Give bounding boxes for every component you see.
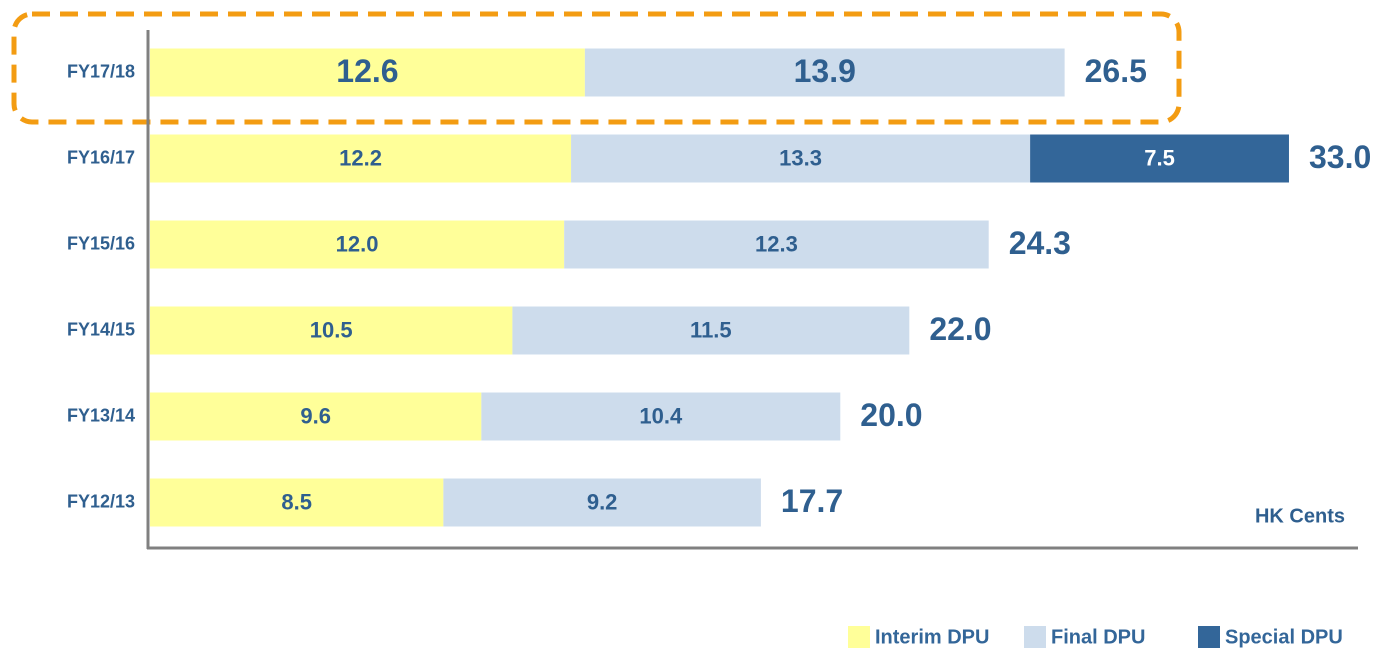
bar-segment	[150, 392, 482, 441]
category-label: FY14/15	[67, 319, 135, 339]
legend-swatch	[1198, 626, 1220, 648]
bar-segment	[150, 134, 572, 183]
category-label: FY13/14	[67, 405, 135, 425]
category-label: FY16/17	[67, 147, 135, 167]
total-label: 26.5	[1085, 53, 1147, 89]
segment-label: 12.2	[339, 145, 382, 170]
segment-label: 9.2	[587, 489, 618, 514]
segment-label: 11.5	[690, 317, 732, 342]
total-label: 17.7	[781, 483, 843, 519]
segment-label: 12.0	[336, 231, 379, 256]
segment-label: 9.6	[300, 403, 331, 428]
segment-label: 12.3	[755, 231, 798, 256]
bar-segment	[584, 48, 1065, 97]
segment-label: 8.5	[281, 489, 312, 514]
bar-segment	[1030, 134, 1289, 183]
category-label: FY17/18	[67, 61, 135, 81]
legend-label: Interim DPU	[875, 626, 989, 648]
highlight-box	[11, 11, 1182, 125]
segment-label: 13.9	[794, 53, 856, 89]
total-label: 33.0	[1309, 139, 1371, 175]
category-label: FY12/13	[67, 491, 135, 511]
total-label: 24.3	[1009, 225, 1071, 261]
legend-swatch	[848, 626, 870, 648]
total-label: 22.0	[929, 311, 991, 347]
segment-label: 10.4	[639, 403, 683, 428]
segment-label: 12.6	[336, 53, 398, 89]
bar-segment	[481, 392, 841, 441]
total-label: 20.0	[860, 397, 922, 433]
legend-label: Final DPU	[1051, 626, 1145, 648]
legend-label: Special DPU	[1225, 626, 1343, 648]
unit-label: HK Cents	[1255, 505, 1345, 527]
bar-segment	[512, 306, 910, 355]
bar-segment	[564, 220, 989, 269]
segment-label: 10.5	[310, 317, 353, 342]
bar-segment	[571, 134, 1031, 183]
bar-segment	[150, 220, 565, 269]
category-label: FY15/16	[67, 233, 135, 253]
segment-label: 7.5	[1144, 145, 1175, 170]
bar-segment	[150, 306, 513, 355]
segment-label: 13.3	[779, 145, 822, 170]
bar-segment	[150, 478, 444, 527]
legend-swatch	[1024, 626, 1046, 648]
bar-segment	[443, 478, 761, 527]
bar-segment	[150, 48, 585, 97]
